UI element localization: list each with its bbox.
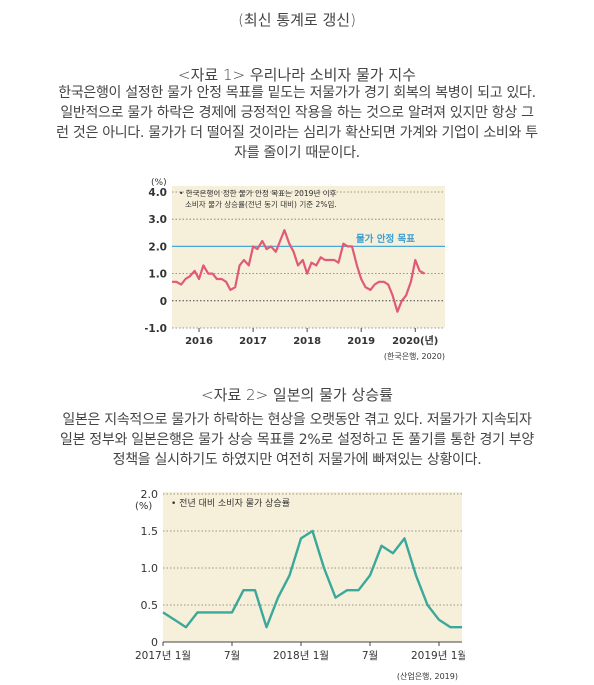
chart1-unit: (%) [151,178,167,188]
x-tick-label: 2017 [239,336,267,347]
korea-cpi-chart: (%) 4.0 3.0 2.0 1.0 0 -1.0 2016 2017 2018 2019 20… [145,178,445,361]
y-tick-label: 1.0 [141,562,159,575]
section1-line: 런 것은 아니다. 물가가 더 떨어질 것이라는 심리가 확산되면 가계와 기업… [56,125,538,141]
section1-paragraph: 한국은행이 설정한 물가 안정 목표를 밑도는 저물가가 경기 회복의 복병이 … [0,83,594,163]
japan-cpi-line [162,529,462,629]
y-tick-label: 1.5 [141,525,159,538]
chart2-legend: • 전년 대비 소비자 물가 상승률 [171,498,290,509]
y-tick-label: 0 [160,296,167,308]
cpi-line [172,228,426,313]
section1-line: 일반적으로 물가 하락은 경제에 긍정적인 작용을 하는 것으로 알려져 있지만… [60,105,534,121]
y-tick-label: 1.0 [148,269,167,281]
japan-inflation-chart: (%) 2.0 1.5 1.0 0.5 0 2017년 1월 7월 2018년 1월 7월 20… [135,490,465,681]
chart2-source: (산업은행, 2019) [397,671,458,681]
chart2-plot-background [163,492,462,642]
section2-line: 일본은 지속적으로 물가가 하락하는 현상을 오랫동안 겪고 있다. 저물가가 … [62,412,532,428]
section1-heading: <자료 1> 우리나라 소비자 물가 지수 [178,66,416,84]
section2-line: 일본 정부와 일본은행은 물가 상승 목표를 2%로 설정하고 돈 풀기를 통한… [60,432,534,448]
chart2-unit: (%) [135,501,152,512]
y-tick-label: 0 [151,636,158,649]
y-tick-label: 0.5 [141,599,159,612]
section2-paragraph: 일본은 지속적으로 물가가 하락하는 현상을 오랫동안 겪고 있다. 저물가가 … [0,410,594,470]
page-title: (최신 통계로 갱신) [238,11,356,29]
x-tick-label: 7월 [362,650,378,662]
section2-heading: <자료 2> 일본의 물가 상승률 [201,386,393,404]
x-tick-label: 2020(년) [392,334,438,347]
x-tick-label: 7월 [224,650,240,662]
x-tick-label: 2016 [185,336,213,347]
y-tick-label: -1.0 [145,323,167,335]
chart1-note: • 한국은행이 정한 물가 안정 목표는 2019년 이후 [179,188,337,198]
x-tick-label: 2017년 1월 [135,650,191,662]
section2-line: 정책을 실시하기도 하였지만 여전히 저물가에 빠져있는 상황이다. [112,452,482,468]
x-tick-label: 2018 [293,336,321,347]
y-tick-label: 4.0 [148,187,167,199]
section1-line: 한국은행이 설정한 물가 안정 목표를 밑도는 저물가가 경기 회복의 복병이 … [58,85,536,101]
chart1-note: 소비자 물가 상승률(전년 동기 대비) 기준 2%임. [185,199,337,209]
x-tick-label: 2018년 1월 [273,650,329,662]
x-tick-label: 2019년 1월 [411,650,465,662]
y-tick-label: 2.0 [148,241,167,253]
section1-line: 자를 줄이기 때문이다. [234,145,360,161]
y-tick-label: 3.0 [148,214,167,226]
y-tick-label: 2.0 [141,490,159,501]
x-tick-label: 2019 [347,336,375,347]
target-label: 물가 안정 목표 [356,233,415,245]
chart1-source: (한국은행, 2020) [384,351,445,361]
